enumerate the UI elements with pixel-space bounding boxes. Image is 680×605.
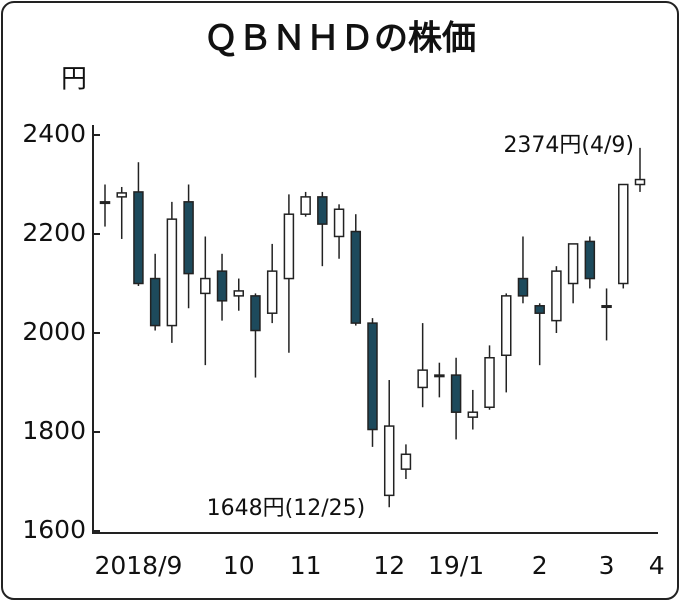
candle-body <box>250 295 261 332</box>
annotation: 1648円(12/25) <box>207 496 366 521</box>
chart-title: ＱＢＮＨＤの株価 <box>204 19 476 59</box>
candle-body <box>501 295 512 357</box>
candle-body <box>383 425 395 497</box>
candle-body <box>233 290 244 297</box>
x-tick-label: 2018/9 <box>94 551 182 580</box>
y-tick-label: 1800 <box>22 416 86 445</box>
candle-body <box>99 201 111 205</box>
candle-body <box>183 201 194 275</box>
candle-body <box>634 178 646 186</box>
candle-body <box>467 411 479 418</box>
candle-body <box>283 213 295 280</box>
x-tick-label: 11 <box>290 551 322 580</box>
candle-body <box>266 270 278 314</box>
y-tick-label: 2000 <box>22 317 86 346</box>
candle-body <box>317 196 328 225</box>
y-tick-label: 2400 <box>22 119 86 148</box>
candle-body <box>534 305 545 314</box>
candle-body <box>517 277 529 297</box>
x-tick-label: 10 <box>223 551 255 580</box>
y-tick-label: 1600 <box>22 515 86 544</box>
candle-body <box>400 453 412 470</box>
candle-body <box>216 270 228 302</box>
x-tick-label: 12 <box>373 551 405 580</box>
candle-body <box>300 196 311 215</box>
candle-body <box>350 230 362 324</box>
candle-body <box>200 277 211 295</box>
x-tick-label: 4 <box>649 551 665 580</box>
candle-body <box>484 357 495 408</box>
annotation: 2374円(4/9) <box>503 133 634 158</box>
y-unit: 円 <box>61 65 87 95</box>
x-tick-label: 2 <box>532 551 548 580</box>
x-tick-label: 3 <box>599 551 615 580</box>
candle-body <box>116 192 127 198</box>
candle-body <box>333 208 345 238</box>
candle-body <box>434 374 445 378</box>
candle-body <box>450 374 462 413</box>
x-tick-label: 19/1 <box>428 551 484 580</box>
y-tick-label: 2200 <box>22 218 86 247</box>
candle-body <box>601 305 612 309</box>
candle-body <box>567 243 579 285</box>
candle-body <box>133 191 144 285</box>
candle-body <box>584 240 596 280</box>
candle-body <box>618 183 629 285</box>
candle-body <box>551 270 562 322</box>
candle-body <box>417 369 428 389</box>
candle-body <box>367 322 378 431</box>
candle-body <box>149 277 161 327</box>
candle-body <box>166 218 178 327</box>
